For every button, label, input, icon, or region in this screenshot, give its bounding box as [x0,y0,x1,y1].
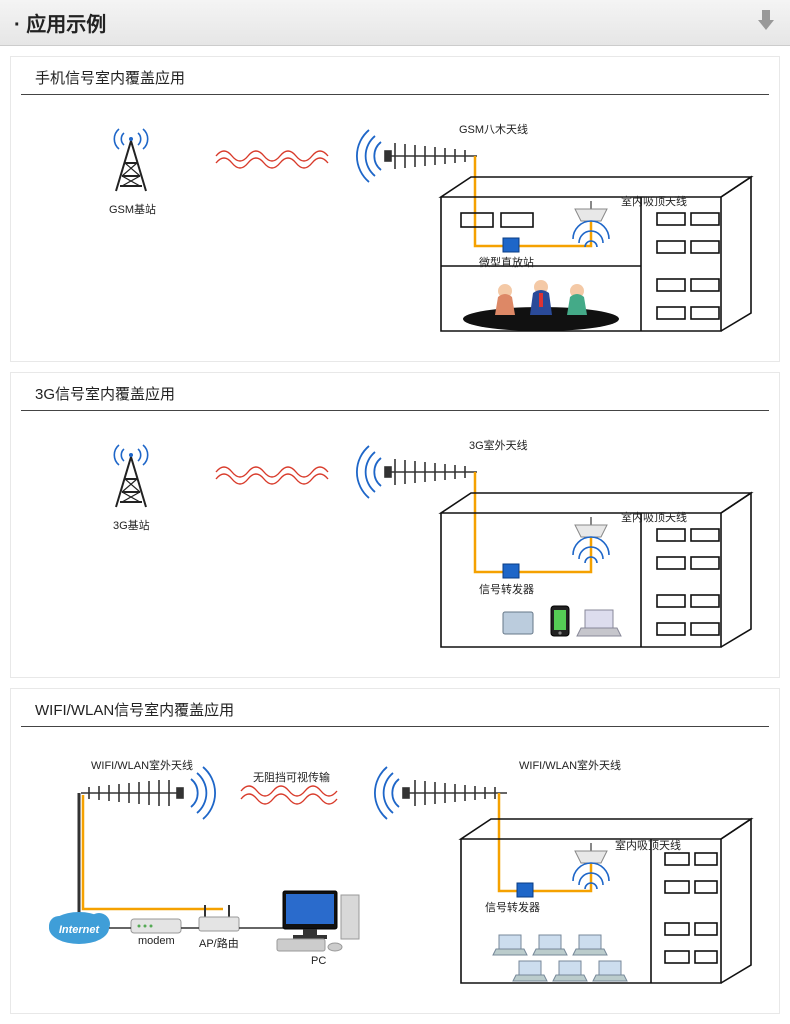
gsm-diagram: GSM基站 GSM八木天线 室内吸顶天线 微型直放站 [21,101,769,351]
page-header: · 应用示例 [0,0,790,46]
right-yagi-signal-icon [375,767,399,819]
pc-label: PC [311,955,326,967]
ceiling-label: 室内吸顶天线 [615,837,681,853]
left-cable-icon [83,795,223,909]
header-title: · 应用示例 [14,14,106,36]
ceiling-label: 室内吸顶天线 [621,509,687,525]
tower-label: 3G基站 [113,517,150,533]
ceiling-antenna-icon [575,517,607,537]
yagi-signal-icon [357,130,381,182]
signal-wave-icon [216,467,328,484]
transmission-label: 无阻挡可视传输 [253,769,330,785]
modem-icon [131,919,181,933]
section-title: 手机信号室内覆盖应用 [21,57,769,95]
yagi-signal-icon [357,446,381,498]
right-cable-icon [499,793,591,891]
repeater-label: 信号转发器 [485,899,540,915]
repeater-icon [517,883,533,897]
wifi-diagram: Internet [21,733,769,1003]
repeater-icon [503,564,519,578]
3g-tower-icon [114,445,147,507]
left-yagi-signal-icon [191,767,215,819]
ap-label: AP/路由 [199,935,239,951]
yagi-antenna-icon [385,459,477,485]
transmission-wave-icon [241,786,337,804]
yagi-antenna-icon [385,143,477,169]
meeting-scene-icon [463,280,619,331]
cable-icon [475,472,591,572]
right-yagi-icon [403,780,507,806]
3g-diagram: 3G基站 3G室外天线 室内吸顶天线 信号转发器 [21,417,769,667]
tower-label: GSM基站 [109,201,156,217]
pc-icon [277,891,359,951]
right-antenna-label: WIFI/WLAN室外天线 [519,757,621,773]
section-wifi: WIFI/WLAN信号室内覆盖应用 [10,688,780,1014]
ceiling-label: 室内吸顶天线 [621,193,687,209]
internet-cloud-icon: Internet [49,912,110,944]
left-antenna-label: WIFI/WLAN室外天线 [91,757,193,773]
repeater-icon [503,238,519,252]
ceiling-antenna-icon [575,843,607,863]
svg-text:Internet: Internet [59,924,101,936]
section-3g: 3G信号室内覆盖应用 [10,372,780,678]
section-gsm: 手机信号室内覆盖应用 [10,56,780,362]
outdoor-antenna-label: 3G室外天线 [469,437,528,453]
repeater-label: 信号转发器 [479,581,534,597]
ceiling-antenna-icon [575,201,607,221]
gsm-tower-icon [114,129,147,191]
repeater-label: 微型直放站 [479,254,534,270]
signal-wave-icon [216,151,328,168]
section-title: 3G信号室内覆盖应用 [21,373,769,411]
yagi-label: GSM八木天线 [459,121,528,137]
dropdown-arrow-icon [756,10,776,32]
modem-label: modem [138,935,175,947]
section-title: WIFI/WLAN信号室内覆盖应用 [21,689,769,727]
laptops-scene-icon [493,935,627,981]
devices-scene-icon [503,606,621,636]
left-yagi-icon [81,780,183,806]
